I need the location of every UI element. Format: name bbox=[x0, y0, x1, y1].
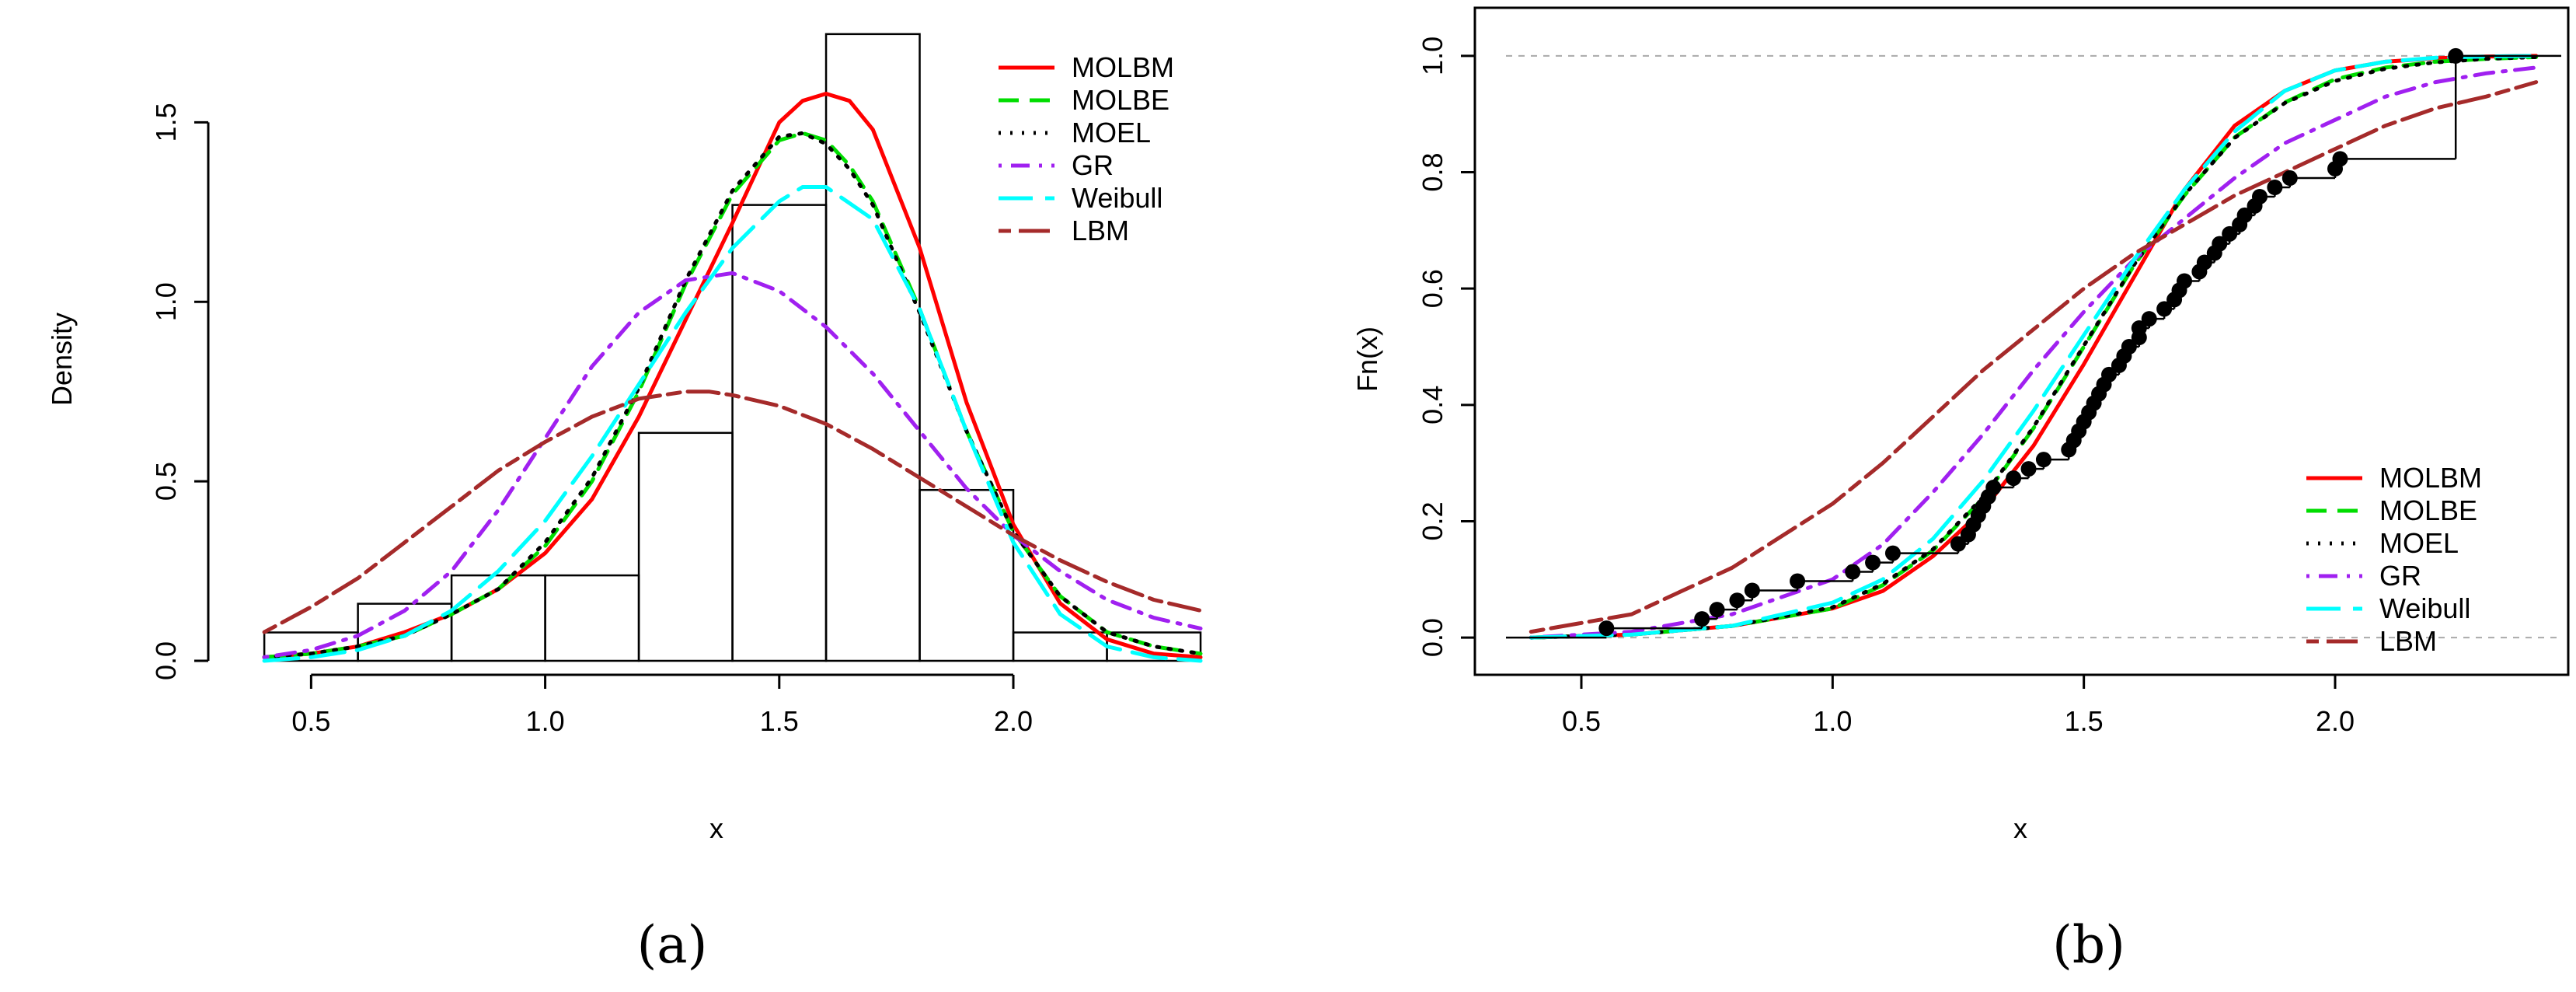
histogram-bar bbox=[919, 488, 1015, 662]
ecdf-point bbox=[2222, 225, 2238, 242]
curve-moel bbox=[262, 131, 1203, 659]
legend-label-weibull: Weibull bbox=[1072, 182, 1163, 214]
ecdf-point bbox=[2121, 339, 2137, 355]
ecdf-point bbox=[2196, 254, 2212, 271]
ecdf-point bbox=[2141, 311, 2157, 327]
x-tick-label: 1.5 bbox=[760, 705, 799, 737]
curve-moel bbox=[1529, 54, 2539, 640]
ecdf-axes: 0.5 1.0 1.5 2.0 0.0 0.2 0.4 0.6 0.8 1.0 bbox=[1417, 6, 2570, 737]
ecdf-point bbox=[2236, 207, 2253, 223]
ecdf-point bbox=[2101, 366, 2117, 382]
ecdf-point bbox=[2131, 320, 2147, 337]
x-tick-label: 2.0 bbox=[994, 705, 1033, 737]
density-panel: 0.5 1.0 1.5 2.0 0.0 0.5 1.0 1.5 MOLBMMOLBEMOELG… bbox=[46, 33, 1203, 975]
y-tick-label: 0.5 bbox=[150, 462, 182, 501]
ecdf-point bbox=[2252, 188, 2268, 204]
density-axes: 0.5 1.0 1.5 2.0 0.0 0.5 1.0 1.5 bbox=[150, 103, 1033, 737]
y-tick-label: 0.0 bbox=[1417, 618, 1448, 657]
ecdf-point bbox=[2332, 151, 2348, 167]
y-tick-label: 0.8 bbox=[1417, 153, 1448, 192]
ecdf-point bbox=[2448, 47, 2464, 64]
density-x-axis-title: x bbox=[709, 812, 723, 844]
ecdf-point bbox=[1845, 564, 1861, 580]
density-curves bbox=[262, 92, 1203, 663]
ecdf-point bbox=[1985, 480, 2002, 496]
ecdf-point bbox=[2006, 470, 2022, 487]
curve-gr bbox=[262, 271, 1203, 659]
ecdf-point bbox=[2212, 236, 2228, 252]
panel-label-b: (b) bbox=[2052, 915, 2125, 975]
x-tick-label: 0.5 bbox=[291, 705, 330, 737]
curve-lbm bbox=[1529, 80, 2539, 634]
ecdf-point bbox=[1598, 620, 1615, 637]
ecdf-point bbox=[2035, 452, 2051, 468]
density-y-axis-title: Density bbox=[46, 313, 78, 406]
curve-lbm bbox=[262, 389, 1203, 634]
ecdf-point bbox=[1884, 545, 1901, 561]
y-tick-label: 1.5 bbox=[150, 103, 182, 141]
ecdf-point bbox=[2267, 180, 2283, 196]
y-tick-label: 0.4 bbox=[1417, 386, 1448, 424]
curve-weibull bbox=[262, 185, 1203, 663]
ecdf-x-axis-title: x bbox=[2013, 812, 2027, 844]
ecdf-point bbox=[1709, 602, 1725, 618]
y-tick-label: 0.0 bbox=[150, 641, 182, 680]
ecdf-y-axis-title: Fn(x) bbox=[1351, 327, 1383, 392]
ecdf-panel: 0.5 1.0 1.5 2.0 0.0 0.2 0.4 0.6 0.8 1.0 MOLBMMOLB… bbox=[1351, 6, 2570, 975]
x-tick-label: 0.5 bbox=[1562, 705, 1601, 737]
x-tick-label: 1.0 bbox=[526, 705, 565, 737]
legend-label-molbe: MOLBE bbox=[1072, 84, 1169, 116]
cdf-curves bbox=[1529, 54, 2539, 640]
ecdf-point bbox=[1790, 573, 1806, 589]
legend-label-lbm: LBM bbox=[2379, 625, 2437, 657]
ecdf-reference-lines bbox=[1506, 54, 2561, 639]
ecdf-point bbox=[2177, 273, 2192, 289]
ecdf-point bbox=[1694, 611, 1710, 627]
ecdf-point bbox=[1865, 554, 1881, 571]
histogram-bars bbox=[263, 33, 1202, 662]
legend-label-molbm: MOLBM bbox=[2379, 462, 2482, 494]
ecdf-point bbox=[1729, 592, 1745, 609]
legend-label-gr: GR bbox=[2379, 560, 2421, 592]
panel-label-a: (a) bbox=[637, 915, 708, 975]
x-tick-label: 2.0 bbox=[2316, 705, 2355, 737]
histogram-bar bbox=[637, 431, 734, 662]
legend-label-gr: GR bbox=[1072, 149, 1114, 181]
ecdf-point bbox=[2281, 170, 2298, 187]
curve-gr bbox=[1529, 65, 2539, 640]
legend-label-moel: MOEL bbox=[2379, 527, 2459, 559]
histogram-bar bbox=[544, 574, 640, 662]
ecdf-point bbox=[2156, 301, 2173, 317]
ecdf-point bbox=[2020, 461, 2037, 477]
histogram-bar bbox=[824, 33, 921, 662]
ecdf-points bbox=[1598, 47, 2464, 637]
legend-label-molbe: MOLBE bbox=[2379, 494, 2477, 526]
legend-label-moel: MOEL bbox=[1072, 117, 1151, 148]
ecdf-point bbox=[1744, 582, 1760, 599]
legend-label-weibull: Weibull bbox=[2379, 592, 2470, 624]
x-tick-label: 1.0 bbox=[1813, 705, 1852, 737]
ecdf-point bbox=[1950, 536, 1966, 552]
x-tick-label: 1.5 bbox=[2065, 705, 2104, 737]
y-tick-label: 0.2 bbox=[1417, 501, 1448, 540]
legend-label-lbm: LBM bbox=[1072, 215, 1129, 246]
histogram-bar bbox=[731, 204, 828, 662]
y-tick-label: 1.0 bbox=[1417, 37, 1448, 75]
legend-label-molbm: MOLBM bbox=[1072, 51, 1174, 83]
y-tick-label: 0.6 bbox=[1417, 269, 1448, 308]
curve-weibull bbox=[1529, 54, 2539, 640]
y-tick-label: 1.0 bbox=[150, 282, 182, 321]
